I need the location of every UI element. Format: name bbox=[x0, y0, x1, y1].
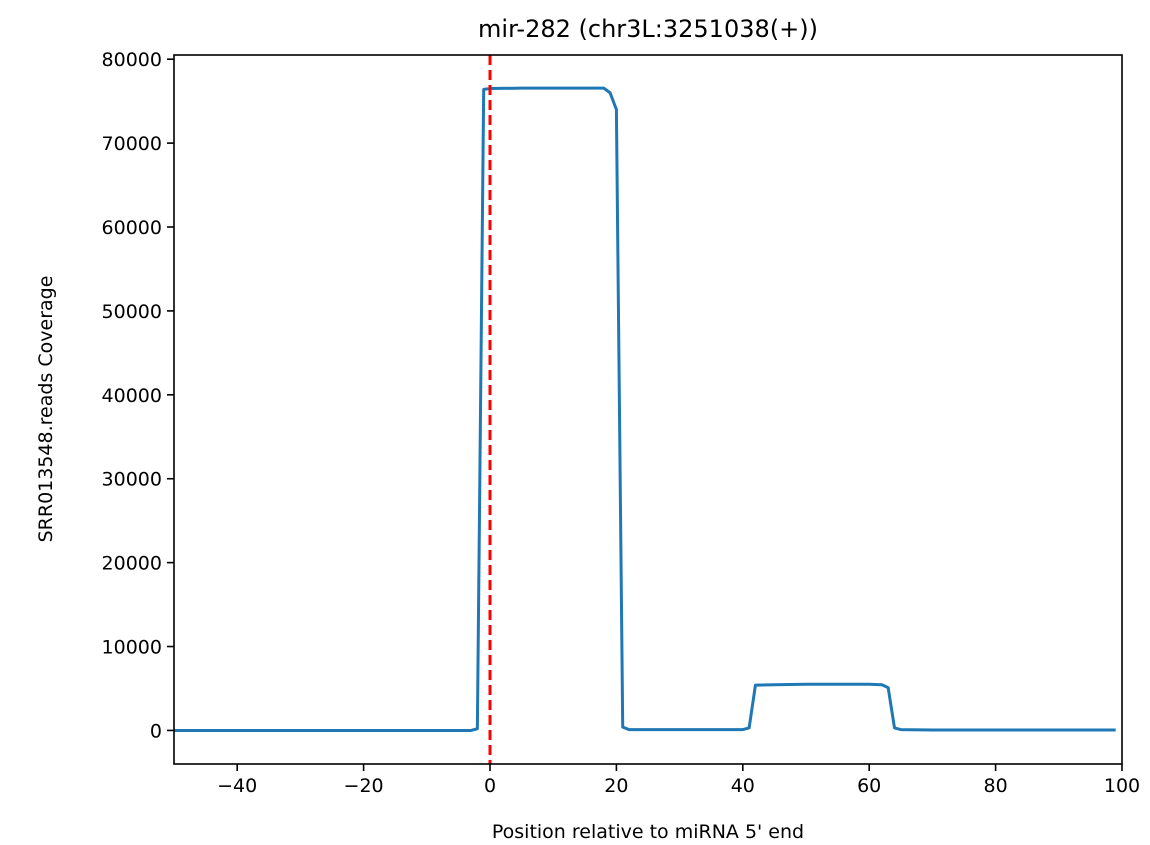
y-tick-label: 0 bbox=[150, 720, 162, 742]
y-tick-label: 30000 bbox=[102, 469, 162, 491]
y-tick-label: 20000 bbox=[102, 553, 162, 575]
x-tick-label: 20 bbox=[604, 775, 628, 797]
y-axis: 0 10000 20000 30000 40000 50000 60000 70000 8000… bbox=[102, 49, 174, 742]
y-tick-label: 50000 bbox=[102, 301, 162, 323]
x-tick-label: 100 bbox=[1104, 775, 1140, 797]
chart-title: mir-282 (chr3L:3251038(+)) bbox=[478, 15, 818, 43]
x-tick-label: 40 bbox=[731, 775, 755, 797]
x-tick-label: 60 bbox=[857, 775, 881, 797]
x-axis-label: Position relative to miRNA 5' end bbox=[492, 821, 804, 843]
x-tick-label: −20 bbox=[344, 775, 384, 797]
plot-area bbox=[173, 54, 1123, 765]
coverage-line bbox=[174, 86, 1116, 732]
x-tick-label: −40 bbox=[217, 775, 257, 797]
x-tick-label: 80 bbox=[984, 775, 1008, 797]
x-axis: −40 −20 0 20 40 60 80 100 bbox=[217, 764, 1140, 797]
y-axis-label: SRR013548.reads Coverage bbox=[35, 276, 57, 543]
y-tick-label: 70000 bbox=[102, 133, 162, 155]
y-tick-label: 60000 bbox=[102, 217, 162, 239]
y-tick-label: 40000 bbox=[102, 385, 162, 407]
plot-frame bbox=[173, 54, 1123, 765]
y-tick-label: 80000 bbox=[102, 49, 162, 71]
y-tick-label: 10000 bbox=[102, 637, 162, 659]
x-tick-label: 0 bbox=[484, 775, 496, 797]
